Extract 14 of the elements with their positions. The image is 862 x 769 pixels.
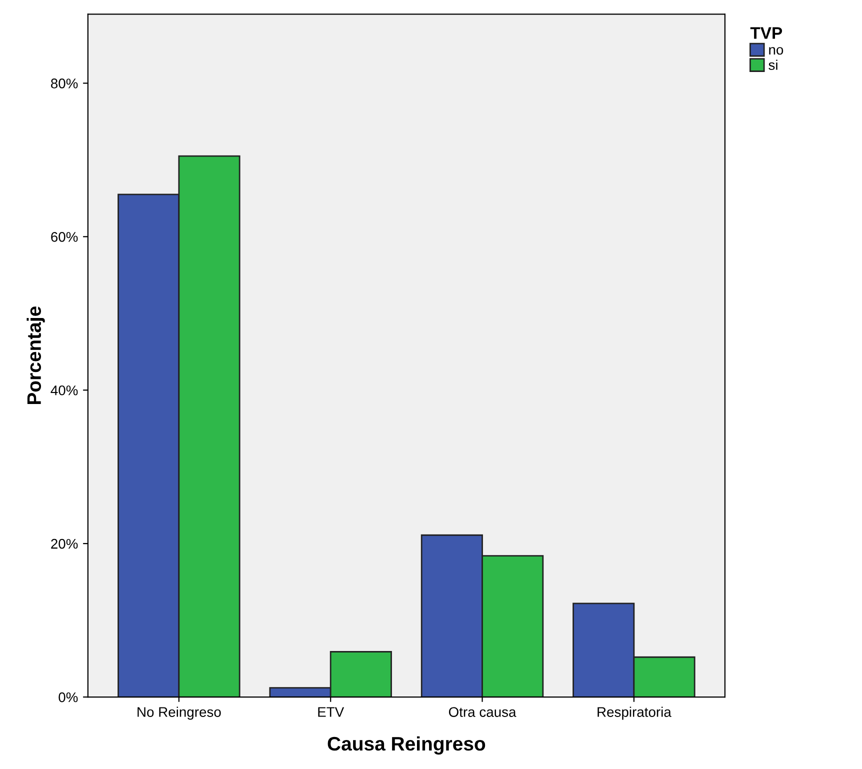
- legend-label: si: [768, 60, 778, 70]
- y-tick-label: 60%: [51, 232, 78, 242]
- y-tick-label: 80%: [51, 78, 78, 88]
- y-tick-label: 20%: [51, 538, 78, 549]
- y-tick-label: 0%: [58, 692, 78, 702]
- x-tick-label: Respiratoria: [598, 706, 672, 720]
- y-tick-label: 40%: [50, 385, 78, 396]
- y-axis-title: Porcentaje: [26, 306, 45, 404]
- x-tick-label: ETV: [318, 707, 344, 717]
- legend-title: TVP: [750, 27, 782, 39]
- x-tick-label: Otra causa: [448, 707, 516, 717]
- x-axis-title: Causa Reingreso: [328, 736, 486, 755]
- x-tick-label: No Reingreso: [138, 706, 221, 720]
- legend-label: no: [769, 47, 784, 55]
